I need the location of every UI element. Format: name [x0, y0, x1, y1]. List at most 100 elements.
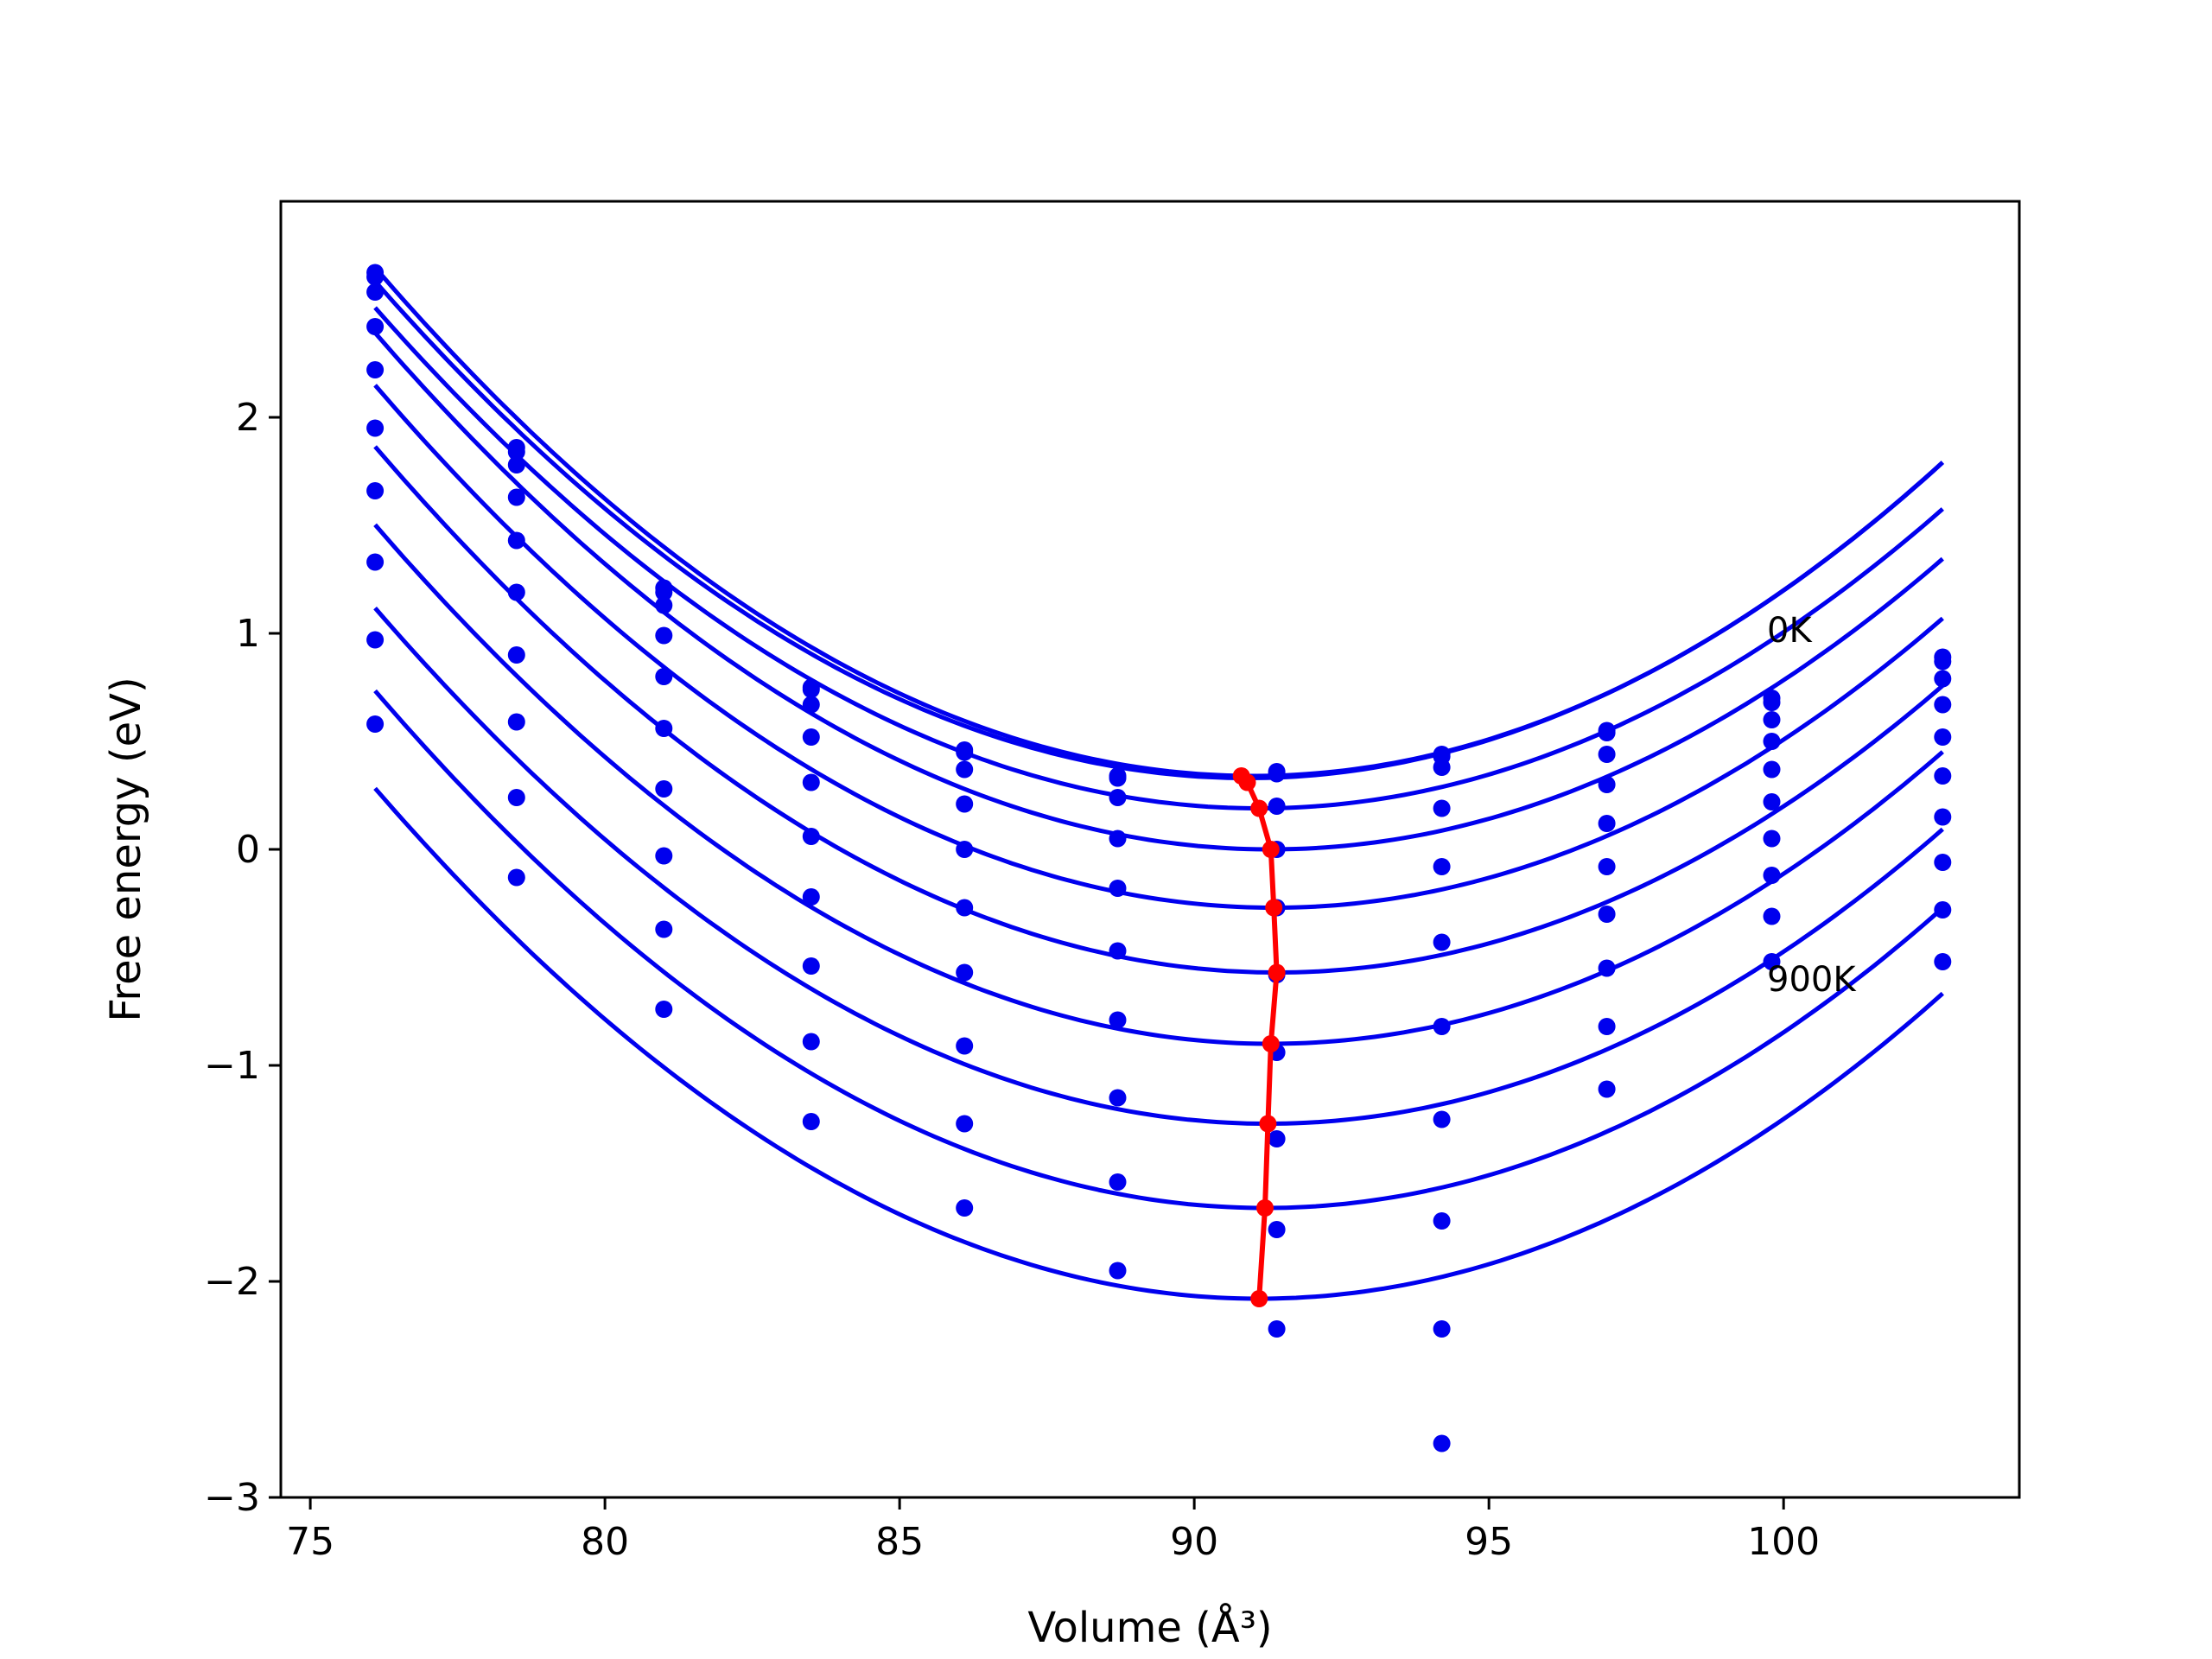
data-point-2-4 — [956, 760, 974, 779]
data-point-9-2 — [655, 1001, 673, 1018]
data-point-4-3 — [802, 773, 820, 791]
data-point-4-1 — [507, 531, 525, 550]
data-point-5-10 — [1934, 767, 1952, 785]
data-point-7-10 — [1934, 854, 1952, 871]
fit-curve-3 — [373, 331, 1944, 852]
data-point-2-0 — [366, 283, 385, 301]
data-point-9-0 — [366, 715, 385, 733]
data-point-1-5 — [1109, 769, 1127, 787]
minimum-point-4 — [1265, 899, 1283, 917]
data-point-7-2 — [655, 847, 673, 865]
data-point-7-9 — [1763, 867, 1781, 884]
data-point-3-3 — [802, 728, 820, 746]
data-point-3-7 — [1433, 799, 1451, 817]
y-tick-label-1: −2 — [204, 1260, 260, 1304]
data-point-8-2 — [655, 920, 673, 938]
data-point-5-7 — [1433, 933, 1451, 951]
y-axis-label: Free energy (eV) — [102, 677, 150, 1021]
data-point-8-5 — [1109, 1173, 1127, 1191]
data-point-1-1 — [507, 443, 525, 461]
data-point-6-3 — [802, 888, 820, 906]
data-point-2-3 — [802, 696, 820, 714]
data-point-2-9 — [1763, 711, 1781, 728]
data-point-7-3 — [802, 957, 820, 975]
data-point-7-5 — [1109, 1089, 1127, 1107]
data-point-3-10 — [1934, 696, 1952, 714]
data-point-2-1 — [507, 456, 525, 474]
fit-curve-9 — [373, 786, 1944, 1301]
data-point-6-1 — [507, 646, 525, 664]
data-point-3-5 — [1109, 830, 1127, 848]
data-point-8-6 — [1268, 1221, 1286, 1238]
data-point-3-1 — [507, 488, 525, 506]
data-point-6-9 — [1763, 830, 1781, 848]
minimum-point-8 — [1256, 1199, 1274, 1217]
data-point-3-9 — [1763, 733, 1781, 750]
data-point-6-10 — [1934, 808, 1952, 826]
fit-curve-7 — [373, 607, 1944, 1127]
data-point-3-8 — [1598, 776, 1616, 793]
data-point-7-8 — [1598, 959, 1616, 977]
data-point-1-10 — [1934, 652, 1952, 671]
x-axis-label: Volume (Å³) — [1027, 1603, 1272, 1652]
data-point-5-8 — [1598, 858, 1616, 875]
data-point-2-10 — [1934, 670, 1952, 688]
data-point-5-5 — [1109, 942, 1127, 960]
axis-ticks: 75 80 85 90 95 100 −3 −2 −1 0 1 2 — [204, 396, 1820, 1564]
data-point-6-8 — [1598, 906, 1616, 923]
data-point-5-2 — [655, 720, 673, 737]
data-point-4-2 — [655, 668, 673, 685]
data-point-9-6 — [1268, 1320, 1286, 1338]
data-point-9-7 — [1433, 1320, 1451, 1338]
minimum-point-2 — [1250, 799, 1268, 817]
x-tick-label-0: 75 — [286, 1520, 334, 1564]
data-point-9-8 — [1598, 1080, 1616, 1098]
chart-marks — [366, 264, 1952, 1452]
data-point-8-8 — [1598, 1018, 1616, 1035]
y-tick-label-5: 2 — [236, 396, 260, 440]
fit-curve-6 — [373, 523, 1944, 1046]
data-point-1-4 — [956, 743, 974, 761]
minimum-point-9 — [1250, 1290, 1268, 1307]
fit-curve-1 — [373, 279, 1944, 781]
data-point-1-0 — [366, 268, 385, 286]
plot-frame — [279, 200, 2021, 1499]
data-point-8-4 — [956, 1115, 974, 1133]
data-point-2-8 — [1598, 746, 1616, 763]
data-point-8-0 — [366, 631, 385, 649]
data-point-2-7 — [1433, 759, 1451, 776]
data-point-8-1 — [507, 789, 525, 806]
data-point-5-1 — [507, 583, 525, 601]
data-point-5-3 — [802, 828, 820, 845]
data-point-8-3 — [802, 1033, 820, 1051]
data-point-2-2 — [655, 596, 673, 614]
data-point-9-3 — [802, 1113, 820, 1130]
data-point-6-2 — [655, 780, 673, 798]
data-point-1-8 — [1598, 724, 1616, 741]
fit-curve-2 — [373, 306, 1944, 810]
data-point-4-5 — [1109, 880, 1127, 897]
data-point-9-4 — [956, 1199, 974, 1217]
data-point-9-5 — [1109, 1262, 1127, 1280]
data-point-7-1 — [507, 713, 525, 731]
data-point-1-6 — [1268, 765, 1286, 783]
data-point-7-4 — [956, 1037, 974, 1055]
data-point-2-5 — [1109, 789, 1127, 806]
data-point-3-0 — [366, 318, 385, 335]
data-point-9-9 — [1763, 953, 1781, 970]
fit-curve-8 — [373, 689, 1944, 1211]
minimum-point-1 — [1238, 773, 1256, 791]
data-point-9-10 — [1934, 953, 1952, 970]
data-point-6-0 — [366, 482, 385, 499]
minimum-point-3 — [1262, 841, 1280, 858]
y-tick-label-2: −1 — [204, 1044, 260, 1088]
data-point-3-4 — [956, 795, 974, 813]
data-point-4-9 — [1763, 760, 1781, 779]
minimum-point-7 — [1259, 1115, 1277, 1133]
y-tick-label-3: 0 — [236, 828, 260, 872]
data-point-6-5 — [1109, 1011, 1127, 1029]
minimum-curve — [1239, 773, 1280, 1300]
fit-curve-4 — [373, 384, 1944, 910]
